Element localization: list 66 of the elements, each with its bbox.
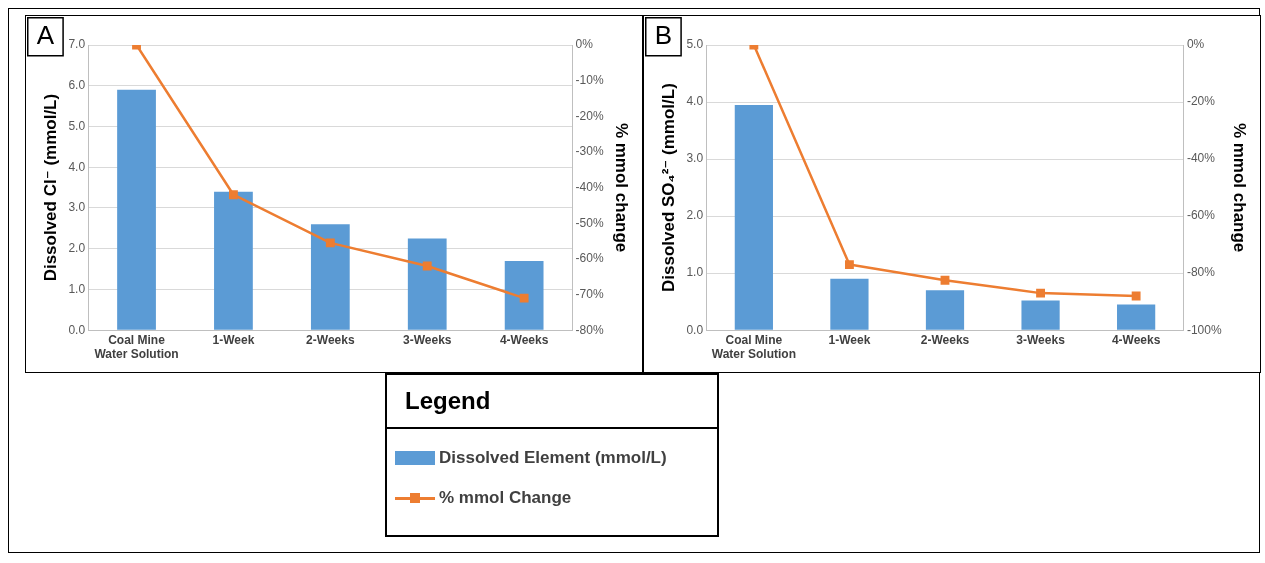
point — [1131, 291, 1141, 301]
x-tick-label: 3-Weeks — [402, 332, 452, 347]
y2-tick-label: -60% — [1186, 208, 1216, 223]
chart-title: A — [36, 20, 55, 51]
bar — [117, 89, 156, 330]
x-tick-label: 1-Week — [828, 332, 871, 347]
bar — [1117, 304, 1156, 330]
bar — [830, 278, 869, 330]
y-tick-label: 3.0 — [686, 151, 704, 166]
legend-label: Dissolved Element (mmol/L) — [439, 448, 667, 468]
y2-tick-label: -40% — [575, 179, 604, 194]
y2-tick-label: 0% — [575, 37, 594, 52]
point — [1036, 288, 1045, 298]
x-tick-label: 4-Weeks — [1111, 332, 1161, 347]
y2-tick-label: -70% — [575, 286, 604, 301]
bar — [734, 104, 773, 330]
y2-tick-label: -80% — [575, 322, 604, 337]
y2-tick-label: -30% — [575, 144, 604, 159]
x-tick-label: 1-Week — [212, 332, 255, 347]
x-tick-label: 3-Weeks — [1016, 332, 1066, 347]
legend-label: % mmol Change — [439, 488, 572, 508]
x-tick-label: Coal Mine Water Solution — [711, 332, 796, 362]
y2-axis-title: % mmol change — [1230, 122, 1250, 253]
x-tick-label: 2-Weeks — [920, 332, 970, 347]
y-tick-label: 4.0 — [686, 94, 704, 109]
y2-tick-label: -50% — [575, 215, 604, 230]
y-tick-label: 3.0 — [68, 200, 86, 215]
y2-tick-label: -80% — [1186, 265, 1216, 280]
bar — [214, 191, 253, 330]
y-tick-label: 2.0 — [68, 241, 86, 256]
point — [422, 261, 432, 271]
y2-tick-label: -40% — [1186, 151, 1216, 166]
point — [940, 275, 950, 285]
y-tick-label: 5.0 — [68, 118, 86, 133]
y-axis-title: Dissolved Cl⁻ (mmol/L) — [40, 93, 60, 282]
bar — [504, 260, 544, 330]
y-tick-label: 1.0 — [68, 281, 86, 296]
y-tick-label: 0.0 — [68, 322, 86, 337]
bar — [1021, 300, 1060, 330]
y-tick-label: 5.0 — [686, 37, 704, 52]
point — [229, 190, 238, 200]
y2-axis-title: % mmol change — [612, 122, 632, 253]
point — [325, 238, 335, 248]
y-tick-label: 1.0 — [686, 265, 704, 280]
x-tick-label: 2-Weeks — [306, 332, 355, 347]
y2-tick-label: -20% — [1186, 94, 1216, 109]
chart-title: B — [654, 20, 673, 51]
y2-tick-label: -10% — [575, 72, 604, 87]
y2-tick-label: -100% — [1186, 322, 1222, 337]
y-tick-label: 7.0 — [68, 37, 86, 52]
bar — [310, 224, 350, 330]
legend-title: Legend — [387, 375, 717, 429]
y2-tick-label: -60% — [575, 251, 604, 266]
x-tick-label: Coal Mine Water Solution — [94, 332, 179, 362]
y-tick-label: 4.0 — [68, 159, 86, 174]
y-tick-label: 6.0 — [68, 78, 86, 93]
bar — [925, 290, 965, 330]
point — [519, 293, 529, 303]
x-tick-label: 4-Weeks — [499, 332, 549, 347]
y-tick-label: 0.0 — [686, 322, 704, 337]
bar — [407, 238, 447, 330]
point — [845, 260, 854, 270]
y2-tick-label: 0% — [1186, 37, 1205, 52]
y-axis-title: Dissolved SO₄²⁻ (mmol/L) — [658, 83, 678, 293]
y-tick-label: 2.0 — [686, 208, 704, 223]
y2-tick-label: -20% — [575, 108, 604, 123]
